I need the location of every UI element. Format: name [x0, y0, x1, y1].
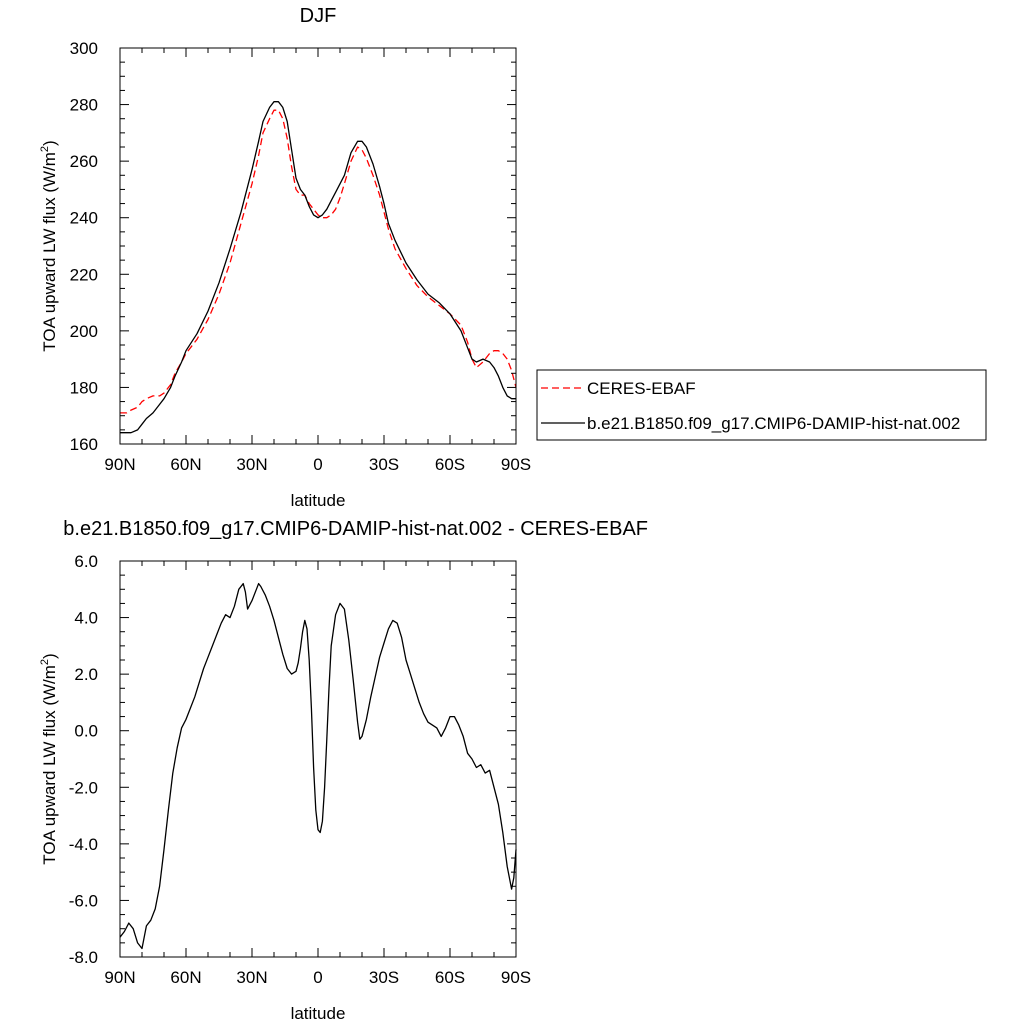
y-axis-label-close: ): [40, 653, 59, 659]
x-tick-label: 90N: [104, 968, 135, 987]
x-tick-label: 0: [313, 968, 322, 987]
legend: CERES-EBAF b.e21.B1850.f09_g17.CMIP6-DAMI…: [536, 369, 987, 441]
y-axis-label-main: TOA upward LW flux (W/m: [40, 152, 59, 352]
chart-panel-2: b.e21.B1850.f09_g17.CMIP6-DAMIP-hist-nat…: [39, 518, 648, 1023]
y-tick-label: 240: [70, 209, 98, 228]
y-tick-label: 6.0: [74, 552, 98, 571]
y-axis-label: TOA upward LW flux (W/m2): [39, 140, 59, 351]
plot-frame: [119, 47, 517, 445]
chart-title: DJF: [300, 5, 337, 27]
x-tick-label: 30S: [369, 968, 399, 987]
x-tick-label: 30S: [369, 455, 399, 474]
x-tick-label: 30N: [236, 455, 267, 474]
y-tick-label: 260: [70, 152, 98, 171]
legend-box: [536, 369, 987, 441]
plot-frame: [119, 560, 517, 958]
y-tick-label: 280: [70, 96, 98, 115]
y-tick-label: 300: [70, 39, 98, 58]
y-tick-label: -6.0: [69, 891, 98, 910]
x-tick-label: 90N: [104, 455, 135, 474]
y-tick-label: 4.0: [74, 609, 98, 628]
y-axis-label-superscript: 2: [39, 146, 51, 152]
y-tick-label: -4.0: [69, 835, 98, 854]
y-tick-label: 220: [70, 265, 98, 284]
y-tick-label: -2.0: [69, 778, 98, 797]
y-tick-label: 200: [70, 322, 98, 341]
x-tick-label: 90S: [501, 968, 531, 987]
y-tick-label: 160: [70, 435, 98, 454]
y-axis-label-close: ): [40, 140, 59, 146]
x-tick-label: 0: [313, 455, 322, 474]
series-line-2: [120, 101, 516, 434]
x-axis-label: latitude: [291, 491, 346, 510]
y-axis-label-main: TOA upward LW flux (W/m: [40, 665, 59, 865]
legend-label-1: CERES-EBAF: [587, 379, 696, 398]
x-tick-label: 60S: [435, 455, 465, 474]
y-tick-label: 180: [70, 378, 98, 397]
y-axis-label: TOA upward LW flux (W/m2): [39, 653, 59, 864]
x-axis-label: latitude: [291, 1004, 346, 1023]
chart-panel-1: DJF 90N 60N 30N 0 30S 60S 90S 160 180 200 220 240 260…: [39, 5, 987, 510]
series-line-1: [119, 582, 517, 950]
x-tick-label: 60N: [170, 455, 201, 474]
y-tick-label: 0.0: [74, 722, 98, 741]
y-axis-label-superscript: 2: [39, 659, 51, 665]
legend-label-2: b.e21.B1850.f09_g17.CMIP6-DAMIP-hist-nat…: [587, 414, 960, 433]
chart-title: b.e21.B1850.f09_g17.CMIP6-DAMIP-hist-nat…: [63, 518, 648, 540]
x-tick-label: 90S: [501, 455, 531, 474]
x-tick-label: 60S: [435, 968, 465, 987]
x-tick-label: 60N: [170, 968, 201, 987]
y-tick-label: 2.0: [74, 665, 98, 684]
y-tick-label: -8.0: [69, 948, 98, 967]
x-tick-label: 30N: [236, 968, 267, 987]
